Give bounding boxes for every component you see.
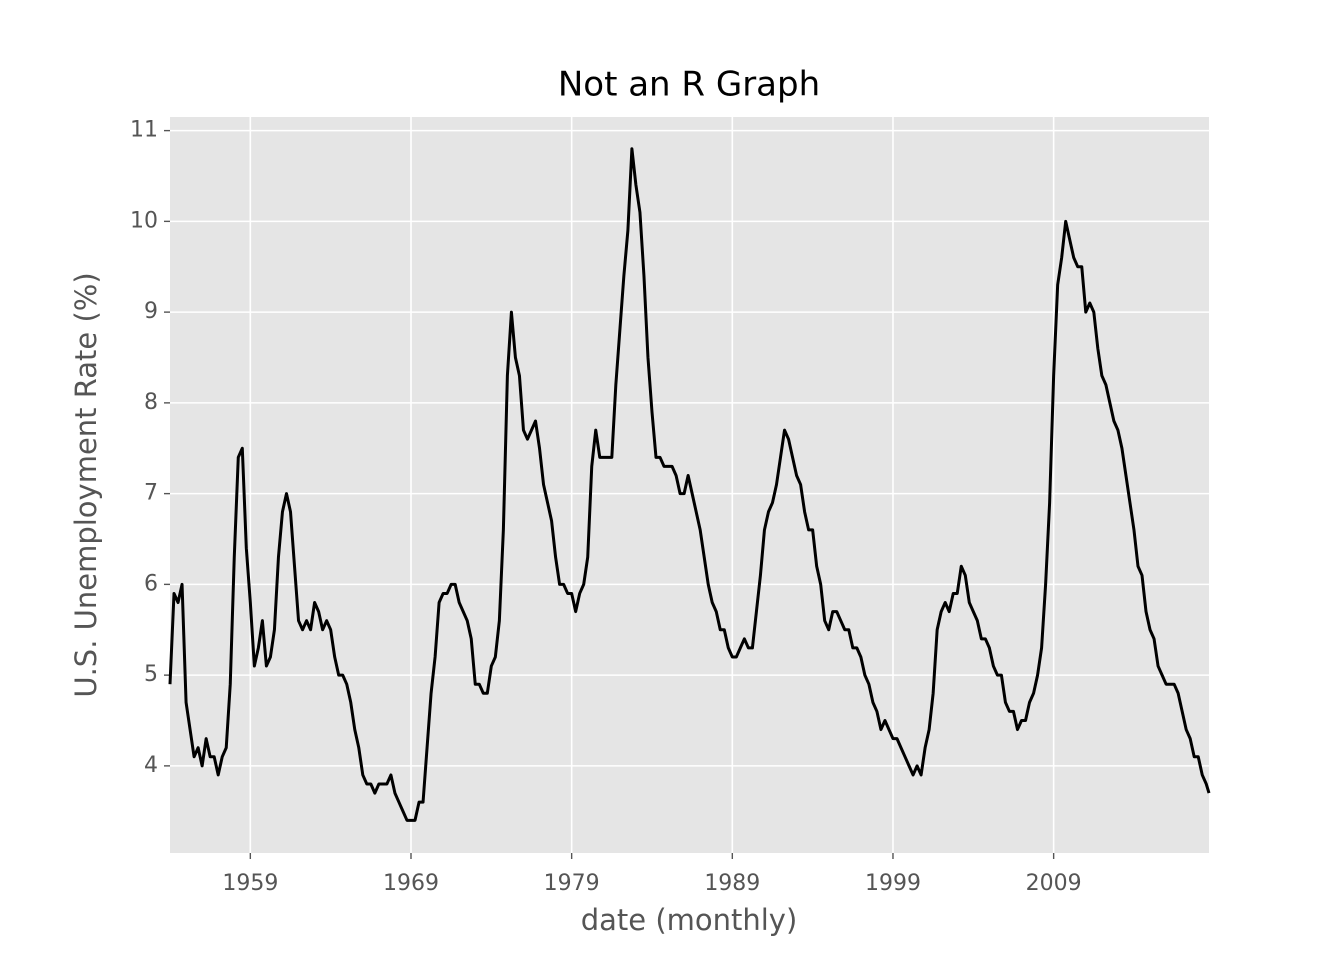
y-axis-label: U.S. Unemployment Rate (%): [69, 272, 103, 697]
y-tick-label: 4: [144, 753, 158, 778]
data-line: [168, 147, 1211, 822]
x-tick-label: 1989: [704, 871, 760, 896]
x-axis-label: date (monthly): [581, 903, 798, 937]
y-tick-label: 8: [144, 390, 158, 415]
x-tick-label: 2009: [1026, 871, 1082, 896]
y-tick-label: 10: [130, 208, 158, 233]
y-tick-label: 7: [144, 481, 158, 506]
y-tick-label: 9: [144, 299, 158, 324]
x-tick-label: 1959: [222, 871, 278, 896]
x-tick-label: 1979: [544, 871, 600, 896]
y-tick-label: 5: [144, 662, 158, 687]
x-tick-label: 1969: [383, 871, 439, 896]
y-tick-label: 11: [130, 118, 158, 143]
x-tick-label: 1999: [865, 871, 921, 896]
y-tick-label: 6: [144, 571, 158, 596]
chart-title: Not an R Graph: [558, 65, 820, 105]
